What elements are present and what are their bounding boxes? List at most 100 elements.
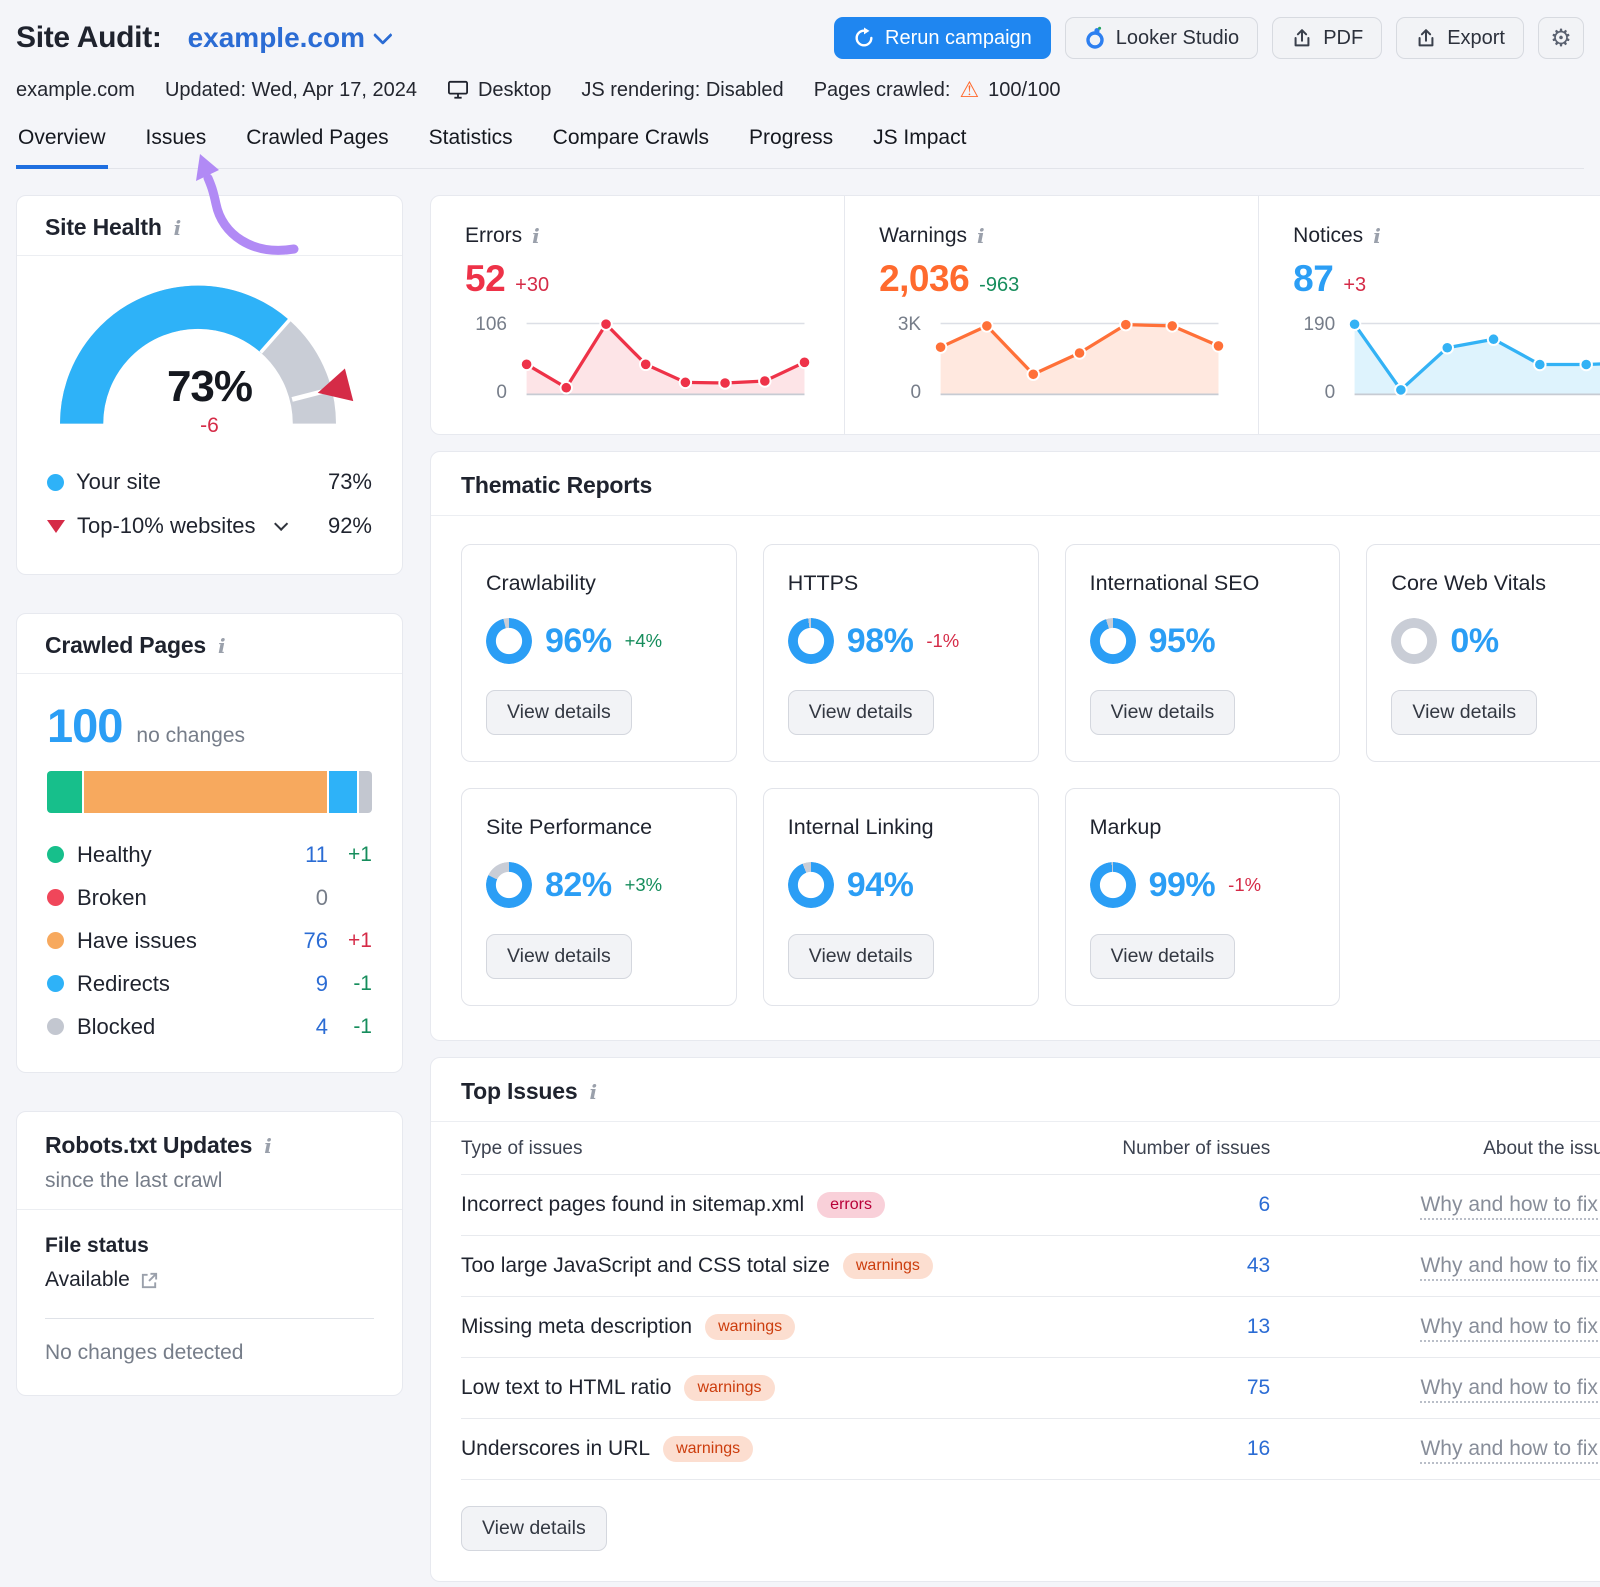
robots-subtitle: since the last crawl	[45, 1169, 223, 1193]
issue-count-link[interactable]: 6	[1258, 1193, 1271, 1216]
thematic-international-seo: International SEO 95% View details	[1064, 544, 1341, 762]
bar-segment	[47, 771, 83, 814]
tab-progress[interactable]: Progress	[749, 126, 834, 149]
info-icon[interactable]: i	[589, 1079, 598, 1104]
view-details-button[interactable]: View details	[1391, 690, 1538, 735]
info-icon[interactable]: i	[532, 224, 540, 248]
view-details-button[interactable]: View details	[1089, 934, 1236, 979]
table-row: Underscores in URL warnings 16 Why and ho…	[461, 1418, 1600, 1480]
issues-metrics-card: Errors i 52 +30 106 0 Warnings i 2,036 -963 3…	[430, 195, 1600, 435]
file-status-label: File status	[45, 1234, 149, 1258]
fix-link[interactable]: Why and how to fix it	[1420, 1376, 1600, 1403]
top-issues-title: Top Issues	[461, 1078, 578, 1104]
export-button[interactable]: Export	[1396, 17, 1524, 59]
legend-healthy: Healthy 11 +1	[47, 833, 372, 876]
thematic-site-performance: Site Performance 82% +3% View details	[461, 788, 737, 1006]
site-health-card: Site Health i 73% -6	[16, 195, 403, 576]
red-dot-icon	[47, 889, 64, 907]
legend-top10-websites: Top-10% websites 92%	[47, 504, 372, 548]
view-details-button[interactable]: View details	[461, 1506, 607, 1551]
issue-badge: warnings	[705, 1314, 796, 1340]
meta-pages-crawled: Pages crawled: ⚠ 100/100	[813, 77, 1061, 102]
thematic-title: Thematic Reports	[461, 472, 653, 498]
warnings-count: 2,036	[879, 258, 970, 299]
fix-link[interactable]: Why and how to fix it	[1420, 1437, 1600, 1464]
score-donut-icon	[1391, 618, 1438, 664]
fix-link[interactable]: Why and how to fix it	[1420, 1315, 1600, 1342]
project-selector[interactable]: example.com	[188, 22, 393, 54]
tab-crawled-pages[interactable]: Crawled Pages	[246, 126, 389, 149]
info-icon[interactable]: i	[173, 215, 182, 240]
view-details-button[interactable]: View details	[486, 934, 632, 979]
score-donut-icon	[486, 862, 532, 908]
blue-dot-icon	[47, 473, 64, 491]
fix-link[interactable]: Why and how to fix it	[1420, 1254, 1600, 1281]
red-triangle-icon	[47, 519, 65, 533]
tab-js-impact[interactable]: JS Impact	[873, 126, 967, 149]
green-dot-icon	[47, 846, 64, 864]
table-row: Low text to HTML ratio warnings 75 Why an…	[461, 1357, 1600, 1418]
site-health-gauge: 73% -6	[59, 282, 360, 440]
crawled-total: 100	[47, 699, 123, 753]
issue-count-link[interactable]: 75	[1246, 1376, 1271, 1399]
view-details-button[interactable]: View details	[1089, 690, 1236, 735]
tab-issues[interactable]: Issues	[145, 126, 207, 149]
score-donut-icon	[787, 618, 834, 664]
site-health-score: 73%	[166, 362, 253, 412]
issue-count-link[interactable]: 16	[1246, 1437, 1271, 1460]
issue-count-link[interactable]: 43	[1246, 1254, 1271, 1277]
file-status-value: Available	[45, 1268, 130, 1292]
crawled-pages-card: Crawled Pages i 100 no changes Healthy 1…	[16, 613, 403, 1074]
rerun-campaign-button[interactable]: Rerun campaign	[834, 17, 1051, 59]
robots-title: Robots.txt Updates	[45, 1132, 253, 1159]
score-donut-icon	[1089, 618, 1136, 664]
pdf-button[interactable]: PDF	[1272, 17, 1383, 59]
crawled-pages-title: Crawled Pages	[45, 632, 207, 659]
chevron-down-icon	[372, 25, 393, 46]
view-details-button[interactable]: View details	[787, 934, 934, 979]
meta-js-rendering: JS rendering: Disabled	[581, 78, 784, 101]
thematic-https: HTTPS 98% -1% View details	[762, 544, 1039, 762]
bar-segment	[328, 771, 358, 814]
robots-note: No changes detected	[45, 1341, 244, 1365]
fix-link[interactable]: Why and how to fix it	[1420, 1193, 1600, 1220]
view-details-button[interactable]: View details	[486, 690, 632, 735]
meta-device: Desktop	[447, 79, 551, 102]
info-icon[interactable]: i	[977, 224, 985, 248]
table-row: Too large JavaScript and CSS total size w…	[461, 1235, 1600, 1296]
notices-count: 87	[1293, 258, 1334, 299]
info-icon[interactable]: i	[264, 1133, 272, 1158]
looker-studio-button[interactable]: Looker Studio	[1064, 17, 1259, 59]
chevron-down-icon[interactable]	[273, 517, 288, 532]
view-details-button[interactable]: View details	[787, 690, 934, 735]
tab-compare-crawls[interactable]: Compare Crawls	[552, 126, 710, 149]
score-donut-icon	[1089, 862, 1136, 908]
tab-statistics[interactable]: Statistics	[428, 126, 513, 149]
issue-count-link[interactable]: 13	[1246, 1315, 1271, 1338]
thematic-internal-linking: Internal Linking 94% View details	[762, 788, 1039, 1006]
thematic-core-web-vitals: Core Web Vitals 0% View details	[1366, 544, 1600, 762]
notices-trend-chart	[1348, 317, 1600, 397]
score-donut-icon	[787, 862, 834, 908]
crawled-note: no changes	[136, 724, 246, 748]
page-title: Site Audit:	[16, 21, 162, 54]
table-row: Missing meta description warnings 13 Why …	[461, 1296, 1600, 1357]
top-issues-card: Top Issues i Type of issues Number of is…	[430, 1057, 1600, 1582]
errors-trend-chart	[519, 317, 812, 396]
info-icon[interactable]: i	[1373, 224, 1381, 248]
legend-have-issues: Have issues 76 +1	[47, 919, 372, 962]
external-link-icon[interactable]	[140, 1271, 159, 1290]
thematic-crawlability: Crawlability 96% +4% View details	[461, 544, 737, 762]
notices-metric: Notices i 87 +3 190 0	[1258, 196, 1600, 434]
tab-overview[interactable]: Overview	[16, 120, 108, 169]
info-icon[interactable]: i	[218, 633, 226, 658]
issue-badge: warnings	[663, 1436, 754, 1462]
upload-icon	[1418, 29, 1434, 47]
refresh-icon	[855, 27, 873, 47]
desktop-icon	[447, 80, 468, 99]
crawled-stacked-bar	[47, 771, 372, 814]
warning-triangle-icon: ⚠	[959, 77, 980, 102]
warnings-metric: Warnings i 2,036 -963 3K 0	[844, 196, 1258, 434]
settings-gear-button[interactable]: ⚙	[1538, 17, 1584, 59]
